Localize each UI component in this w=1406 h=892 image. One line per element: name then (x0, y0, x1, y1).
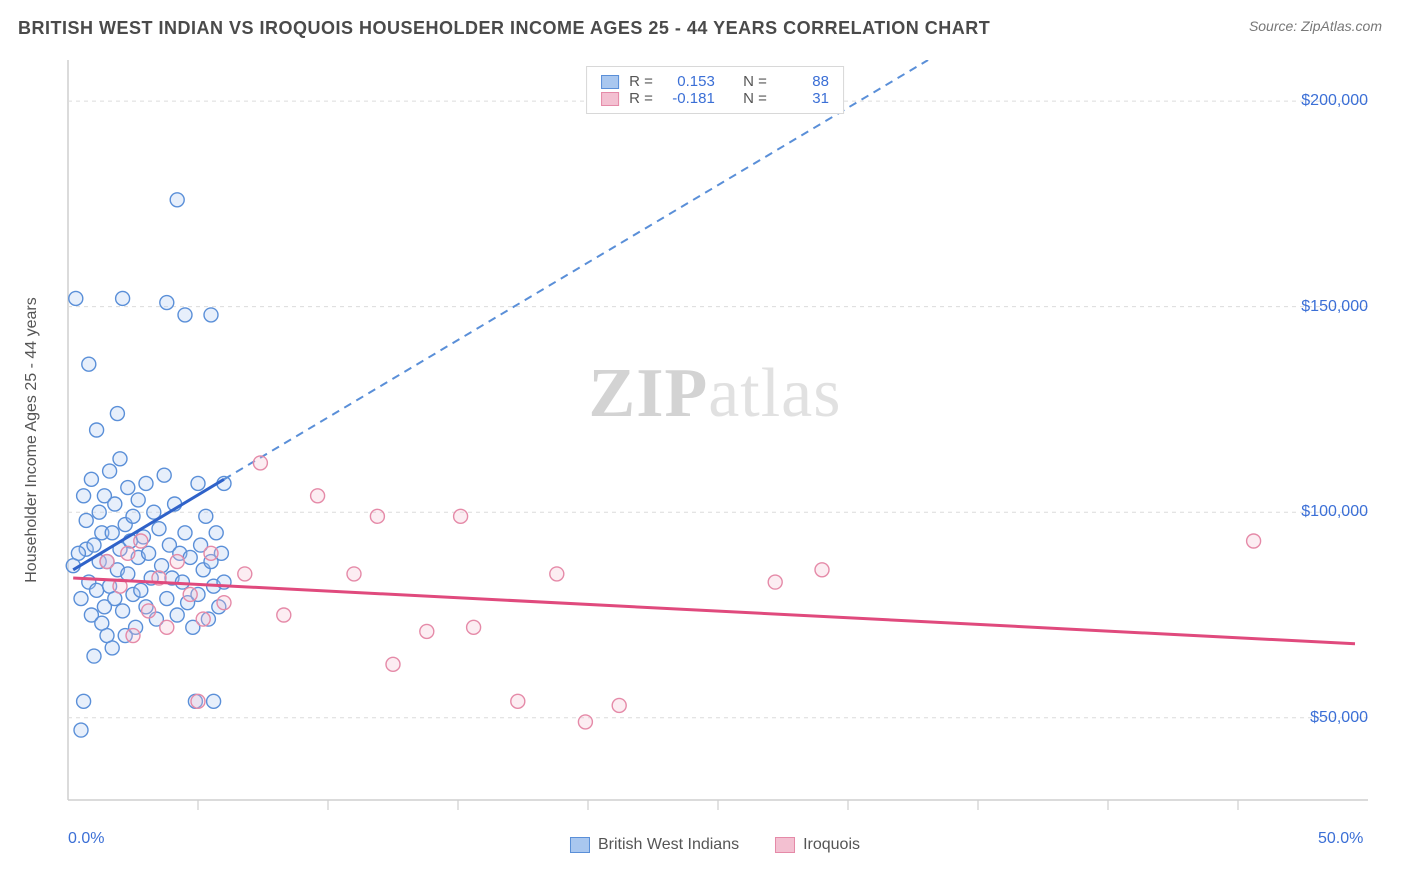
x-tick-label: 0.0% (68, 830, 104, 848)
legend-label: Iroquois (803, 836, 860, 854)
chart-title: BRITISH WEST INDIAN VS IROQUOIS HOUSEHOL… (18, 18, 990, 39)
y-axis-label: Householder Income Ages 25 - 44 years (23, 297, 41, 583)
legend-swatch (601, 75, 619, 89)
legend-label: British West Indians (598, 836, 739, 854)
chart-area: Householder Income Ages 25 - 44 years ZI… (50, 60, 1380, 820)
legend-row: R =0.153 N =88 (601, 73, 829, 90)
correlation-legend: R =0.153 N =88R =-0.181 N =31 (586, 66, 844, 114)
scatter-plot (50, 60, 1380, 820)
x-tick-label: 50.0% (1318, 830, 1363, 848)
legend-item: British West Indians (570, 836, 739, 854)
y-tick-label: $200,000 (1301, 92, 1368, 110)
y-tick-label: $100,000 (1301, 503, 1368, 521)
legend-swatch (570, 837, 590, 853)
legend-swatch (601, 92, 619, 106)
y-tick-label: $50,000 (1310, 709, 1368, 727)
legend-swatch (775, 837, 795, 853)
legend-row: R =-0.181 N =31 (601, 90, 829, 107)
legend-item: Iroquois (775, 836, 860, 854)
series-legend: British West Indians Iroquois (570, 836, 860, 854)
source-label: Source: ZipAtlas.com (1249, 18, 1382, 34)
y-tick-label: $150,000 (1301, 298, 1368, 316)
